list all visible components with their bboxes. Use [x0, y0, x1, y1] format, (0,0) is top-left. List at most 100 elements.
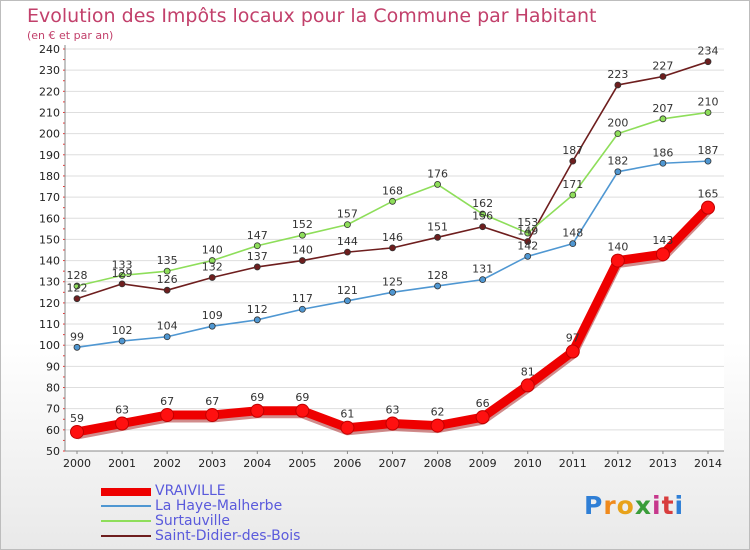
data-label: 171 [562, 178, 583, 191]
data-point [250, 403, 265, 418]
data-label: 69 [295, 391, 309, 404]
data-point [344, 221, 351, 229]
y-tick-label: 210 [39, 106, 60, 119]
data-point [479, 210, 487, 218]
y-tick-label: 90 [46, 360, 60, 373]
y-tick-label: 130 [39, 276, 60, 289]
data-label: 135 [157, 254, 178, 267]
data-point [205, 408, 220, 423]
series-surtauville [73, 109, 712, 290]
x-tick-label: 2009 [469, 457, 497, 470]
data-point [340, 420, 355, 435]
grid-layer [65, 48, 724, 452]
series-vraiville [70, 200, 715, 440]
data-point [208, 257, 216, 264]
y-tick-label: 100 [39, 339, 60, 352]
data-point [704, 157, 712, 165]
y-tick-label: 160 [39, 212, 60, 225]
data-point [298, 305, 306, 313]
y-tick-label: 170 [39, 191, 60, 204]
data-label: 146 [382, 231, 403, 244]
data-point [610, 253, 625, 268]
x-tick-label: 2007 [379, 457, 407, 470]
y-tick-label: 120 [39, 297, 60, 310]
data-label: 176 [427, 167, 448, 180]
data-label: 102 [112, 324, 133, 337]
data-point [163, 286, 171, 294]
data-point [524, 252, 532, 260]
data-label: 59 [70, 412, 84, 425]
data-point [253, 263, 261, 271]
data-point [475, 410, 490, 425]
data-point [73, 343, 81, 351]
proxiti-logo: Proxiti [584, 491, 684, 520]
data-label: 151 [427, 220, 448, 233]
data-label: 63 [115, 403, 129, 416]
data-point [208, 322, 216, 330]
data-point [659, 73, 667, 80]
data-point [118, 337, 126, 345]
data-label: 104 [157, 320, 178, 333]
data-label: 140 [292, 244, 313, 257]
y-tick-label: 110 [39, 318, 60, 331]
logo-letter: o [616, 491, 635, 520]
data-label: 223 [607, 68, 628, 81]
y-tick-label: 80 [46, 382, 60, 395]
data-label: 165 [698, 188, 719, 201]
logo-letter: t [661, 491, 675, 520]
data-point [208, 274, 216, 281]
data-label: 227 [652, 60, 673, 73]
data-point [298, 231, 306, 239]
data-point [434, 181, 441, 188]
data-point [524, 238, 532, 245]
y-tick-label: 150 [39, 233, 60, 246]
data-point [298, 257, 306, 264]
data-label: 140 [202, 244, 223, 257]
data-label: 162 [472, 197, 493, 210]
data-point [569, 240, 577, 248]
data-point [479, 276, 487, 284]
data-point [704, 109, 712, 116]
data-label: 140 [607, 241, 628, 254]
data-point [118, 271, 126, 279]
y-tick-label: 70 [46, 403, 60, 416]
data-label: 81 [521, 365, 535, 378]
legend-label: Saint-Didier-des-Bois [155, 528, 301, 544]
x-tick-label: 2014 [694, 457, 722, 470]
data-label: 152 [292, 218, 313, 231]
data-label: 142 [517, 239, 538, 252]
data-point [118, 280, 126, 288]
series-saint-didier-des-bois [73, 58, 712, 303]
y-tick-label: 190 [39, 149, 60, 162]
data-point [389, 288, 396, 296]
data-label: 156 [472, 210, 493, 223]
data-label: 186 [652, 146, 673, 159]
x-tick-label: 2003 [198, 457, 226, 470]
data-label: 168 [382, 184, 403, 197]
legend-label: Surtauville [155, 513, 231, 529]
data-point [253, 316, 261, 324]
data-label: 62 [431, 406, 445, 419]
data-label: 122 [67, 282, 88, 295]
data-point [73, 295, 81, 303]
legend-swatch-surtauville [101, 520, 151, 522]
y-tick-label: 140 [39, 255, 60, 268]
data-point [385, 416, 400, 431]
data-point [655, 247, 670, 262]
data-label: 128 [67, 269, 88, 282]
data-point [73, 282, 81, 290]
data-point [614, 168, 622, 176]
data-label: 147 [247, 229, 268, 242]
x-tick-label: 2004 [243, 457, 271, 470]
logo-letter: r [603, 491, 617, 520]
x-tick-label: 2000 [63, 457, 91, 470]
data-label: 69 [250, 391, 264, 404]
data-point [295, 403, 310, 418]
data-point [115, 416, 130, 431]
y-tick-label: 220 [39, 85, 60, 98]
data-point [479, 223, 487, 231]
data-point [614, 81, 622, 89]
data-point [389, 197, 396, 205]
data-label: 126 [157, 273, 178, 286]
